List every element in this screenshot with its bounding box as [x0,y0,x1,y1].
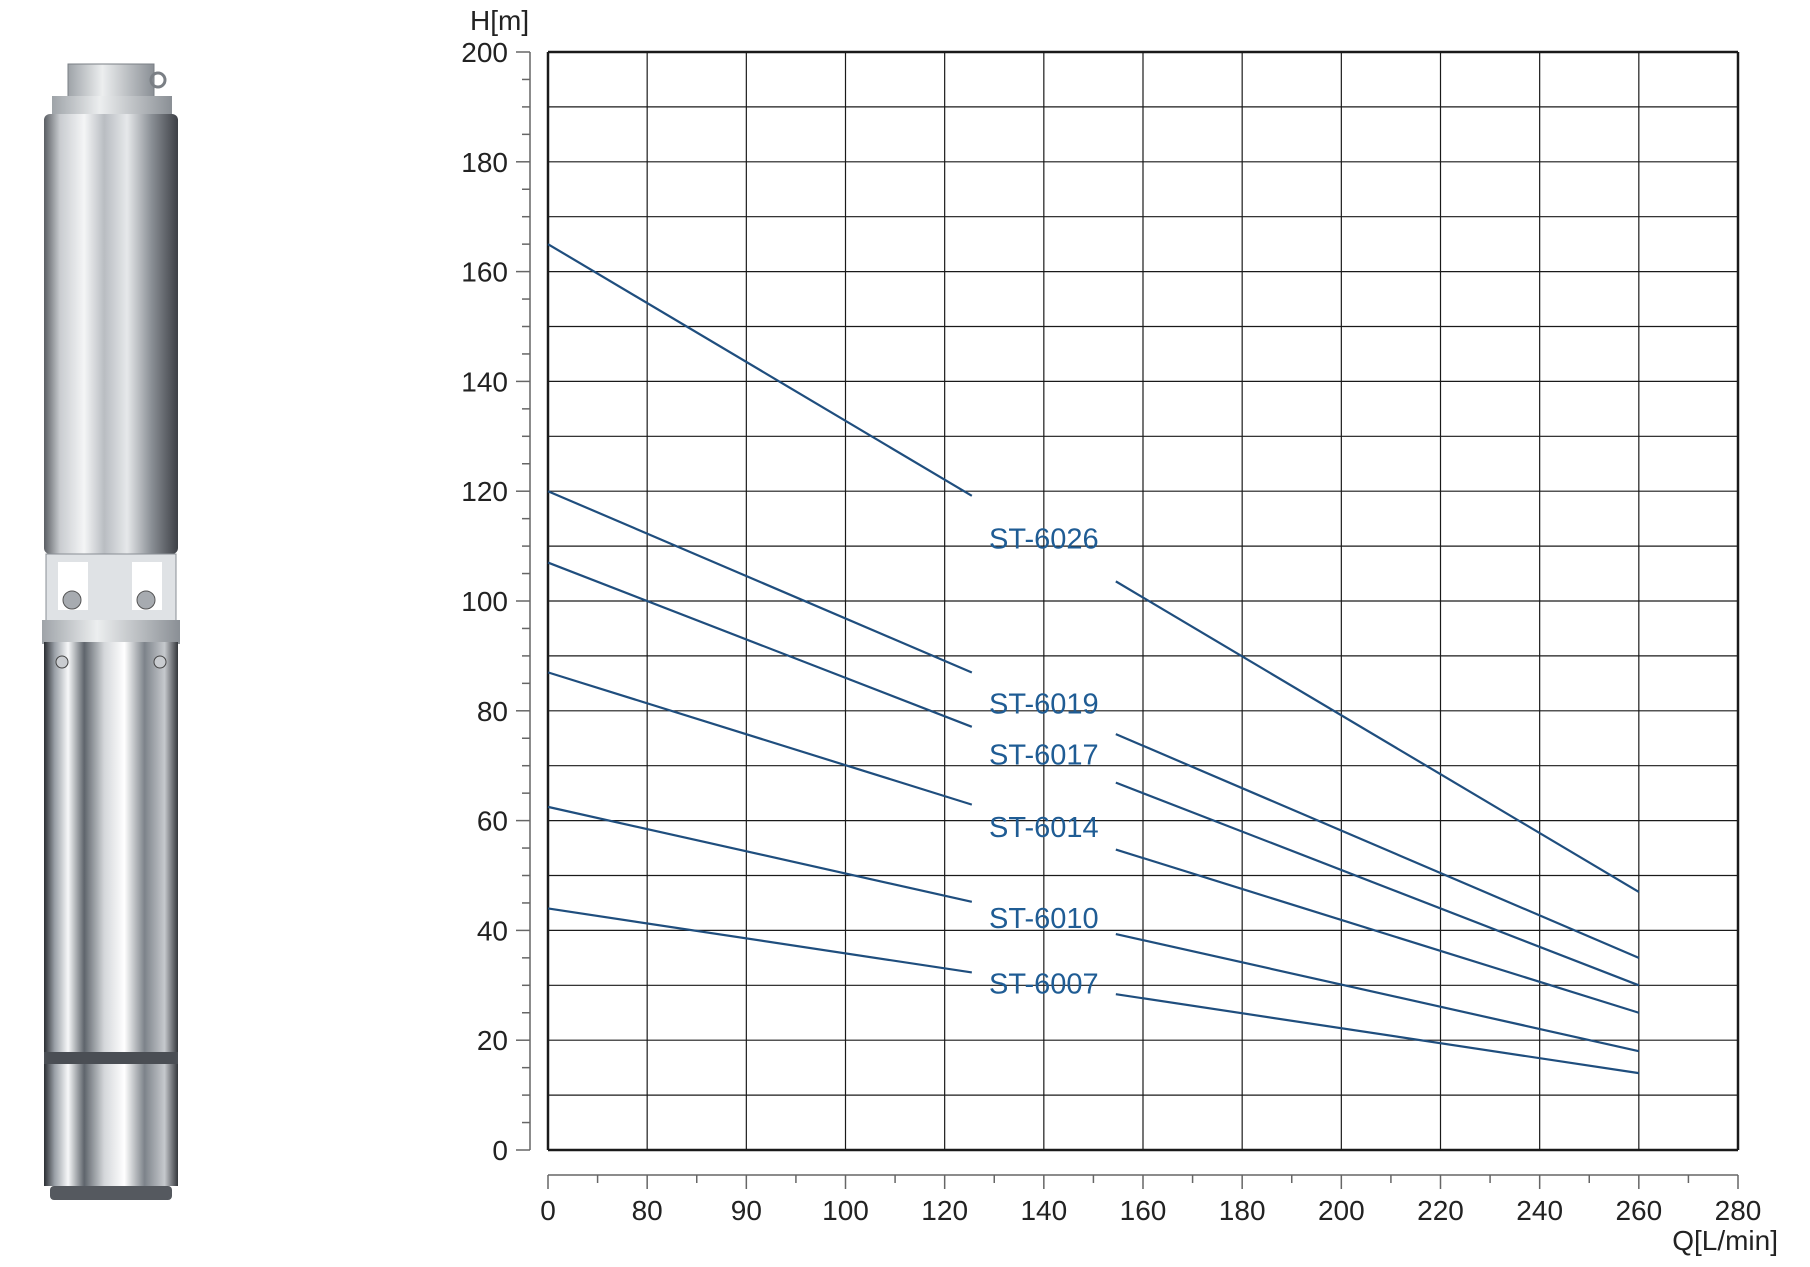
y-tick-label: 200 [461,37,508,68]
grid [546,50,1740,1152]
y-tick-label: 160 [461,257,508,288]
series-label: ST-6010 [989,903,1099,935]
submersible-pump-icon [42,63,180,1200]
y-tick-label: 120 [461,476,508,507]
series-line [547,243,973,497]
series-label: ST-6014 [989,812,1099,844]
y-tick-label: 60 [477,806,508,837]
y-tick-label: 180 [461,147,508,178]
x-axis-label: Q[L/min] [1672,1225,1778,1256]
series-line [547,907,972,974]
series-line [1115,733,1640,959]
x-tick-label: 240 [1516,1195,1563,1226]
series-label: ST-6017 [989,740,1099,772]
y-tick-label: 0 [492,1135,508,1166]
series-line [1115,848,1640,1014]
series-label: ST-6019 [989,688,1099,720]
series-label: ST-6026 [989,524,1099,556]
x-tick-label: 160 [1120,1195,1167,1226]
x-tick-label: 80 [632,1195,663,1226]
series-line [1115,932,1640,1053]
series-lines: ST-6026 ST-6019 ST-6017 ST-6014 ST-6010 ST-60… [547,243,1640,1075]
x-tick-label: 0 [540,1195,556,1226]
x-tick-label: 180 [1219,1195,1266,1226]
y-tick-label: 100 [461,586,508,617]
series-line [1115,993,1639,1075]
series-line [547,490,973,674]
x-tick-label: 100 [822,1195,869,1226]
x-tick-label: 220 [1417,1195,1464,1226]
x-tick-label: 120 [921,1195,968,1226]
series-line [547,561,973,728]
series-line [547,671,973,806]
series-line [1115,580,1640,893]
y-tick-label: 140 [461,366,508,397]
y-tick-label: 20 [477,1025,508,1056]
y-tick-label: 80 [477,696,508,727]
series-line [1115,781,1640,987]
x-tick-label: 260 [1615,1195,1662,1226]
y-axis-label: H[m] [470,5,529,36]
pump-illustration [0,0,300,1262]
x-tick-label: 280 [1715,1195,1762,1226]
series-label: ST-6007 [989,968,1099,1000]
axis-ticks: 0 20 40 60 80 100 120 140 160 180 200 0 80 90 100 120 14… [461,37,1761,1226]
x-tick-label: 200 [1318,1195,1365,1226]
series-line [547,805,973,903]
y-tick-label: 40 [477,915,508,946]
x-tick-label: 140 [1020,1195,1067,1226]
x-tick-label: 90 [731,1195,762,1226]
